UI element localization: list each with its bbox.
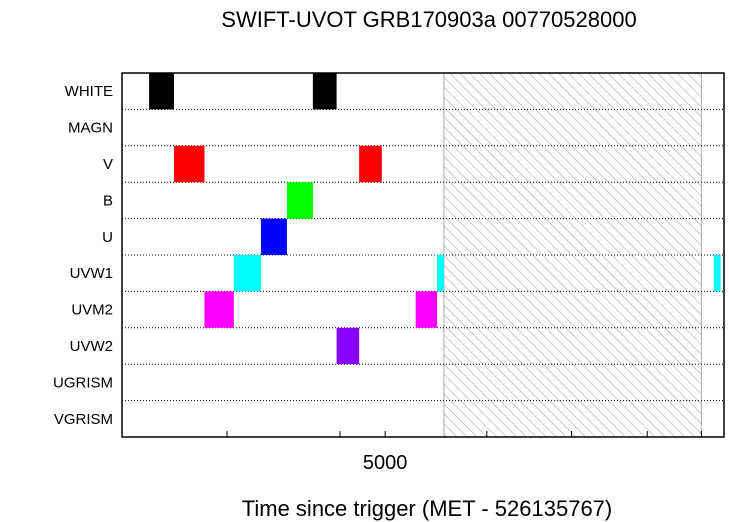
exposure-bar-white — [149, 73, 174, 110]
exposure-bar-u — [260, 218, 287, 255]
y-tick-label: VGRISM — [54, 411, 113, 428]
exposure-bar-white — [312, 73, 337, 110]
exposure-bar-uvw1 — [233, 255, 261, 292]
y-tick-label: B — [103, 192, 113, 209]
exposure-bar-uvw1 — [713, 255, 721, 292]
exposure-bar-uvm2 — [415, 291, 438, 328]
exposure-bar-uvm2 — [204, 291, 234, 328]
x-tick-label: 5000 — [363, 452, 408, 474]
exposure-bar-uvw2 — [336, 327, 360, 365]
plot-frame — [121, 72, 725, 438]
y-tick-label: UVW1 — [70, 265, 113, 282]
exposure-bar-v — [173, 145, 205, 183]
y-tick-label: V — [103, 156, 113, 173]
x-axis-label: Time since trigger (MET - 526135767) — [242, 496, 613, 521]
exposure-bar-v — [359, 145, 382, 183]
y-tick-label: UVM2 — [71, 302, 113, 319]
exposure-bar-b — [286, 182, 313, 219]
y-tick-label: UGRISM — [53, 374, 113, 391]
y-tick-label: UVW2 — [70, 338, 113, 355]
y-tick-label: WHITE — [65, 83, 113, 100]
exposure-bar-uvw1 — [437, 255, 444, 292]
y-tick-label: MAGN — [68, 120, 113, 137]
y-tick-label: U — [102, 229, 113, 246]
chart-title: SWIFT-UVOT GRB170903a 00770528000 — [221, 7, 636, 32]
